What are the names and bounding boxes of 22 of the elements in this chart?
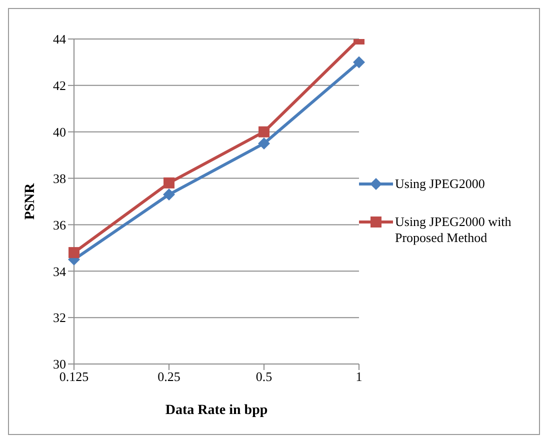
y-tick-label: 38 (53, 170, 66, 186)
y-axis-title: PSNR (22, 182, 38, 220)
y-tick-label: 40 (53, 124, 66, 140)
point (258, 137, 270, 150)
x-tick-label: 0.5 (256, 369, 272, 384)
point (163, 188, 175, 201)
y-tick-label: 36 (53, 217, 66, 232)
point (164, 177, 174, 188)
point (68, 247, 80, 258)
y-tick-label: 30 (53, 356, 66, 372)
y-tick-label: 32 (53, 310, 66, 326)
legend-label: Using JPEG2000 (395, 176, 485, 192)
x-tick-label: 0.25 (158, 369, 180, 384)
x-axis-title: Data Rate in bpp (165, 403, 268, 418)
x-tick-label: 1 (356, 369, 362, 384)
y-tick-label: 34 (53, 264, 66, 279)
y-tick-label: 42 (53, 78, 66, 94)
point (258, 126, 270, 138)
point (353, 56, 365, 68)
x-tick-label: 0.125 (59, 369, 89, 384)
y-tick-label: 44 (53, 32, 66, 47)
legend-label: Using JPEG2000 with Proposed Method (395, 214, 512, 246)
